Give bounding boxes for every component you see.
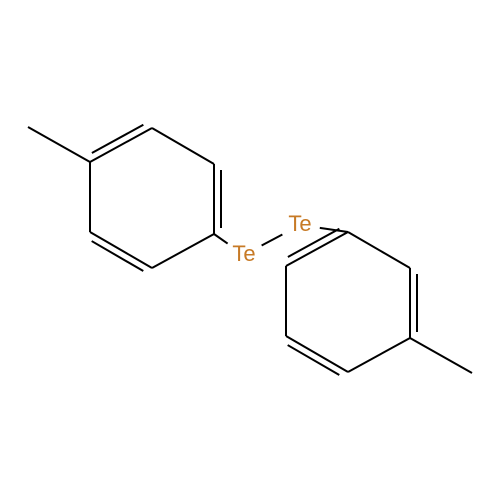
bond <box>92 125 143 153</box>
bond <box>288 345 340 375</box>
molecule-diagram: Te Te <box>0 0 500 500</box>
bond <box>214 234 228 244</box>
bond <box>286 232 348 266</box>
bond <box>92 241 144 271</box>
bond <box>90 128 152 162</box>
atom-label-te: Te <box>288 211 311 236</box>
atom-label-te: Te <box>232 241 255 266</box>
bond <box>28 127 90 162</box>
bond <box>262 234 283 245</box>
bond <box>152 128 214 164</box>
bond <box>410 338 472 373</box>
bond <box>348 338 410 372</box>
bond <box>152 234 214 268</box>
bond <box>90 232 152 268</box>
bond <box>286 336 348 372</box>
bond <box>348 232 410 268</box>
